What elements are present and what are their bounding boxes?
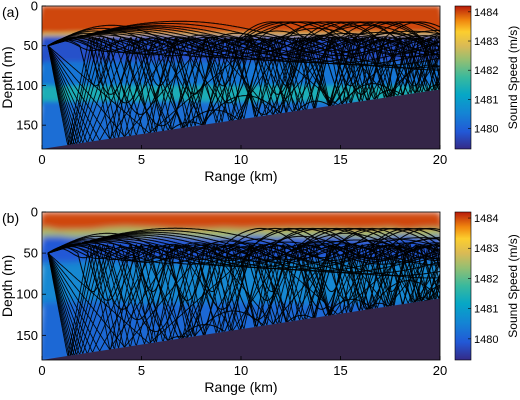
colorbar-label: Sound Speed (m/s) (506, 234, 520, 337)
sound-speed-field (42, 6, 440, 149)
ray-arch (380, 21, 440, 42)
ray (47, 238, 440, 268)
colorbar-tick-label: 1481 (474, 94, 498, 106)
colorbar-tick-label: 1482 (474, 273, 498, 285)
panel-label: (a) (2, 4, 19, 20)
y-tick-label: 150 (16, 118, 38, 133)
x-tick-label: 15 (333, 152, 347, 167)
x-tick-label: 10 (234, 152, 248, 167)
x-axis-label: Range (km) (204, 379, 277, 395)
ray-arch (336, 21, 425, 42)
ray-arch (367, 228, 440, 249)
colorbar-tick-label: 1483 (474, 243, 498, 255)
ray-arch (300, 21, 381, 42)
ray-arch (316, 228, 405, 249)
sound-speed-field (42, 212, 440, 360)
ray-arch (368, 21, 440, 42)
ray-arch (298, 228, 399, 249)
ray-paths (47, 227, 440, 357)
x-tick-label: 15 (333, 363, 347, 378)
y-axis-label: Depth (m) (0, 46, 15, 108)
x-tick-label: 20 (433, 363, 447, 378)
ray-arch (332, 227, 437, 249)
ray (47, 30, 440, 131)
colorbar-tick-label: 1481 (474, 304, 498, 316)
ray (47, 240, 440, 333)
y-tick-label: 100 (16, 287, 38, 302)
ray-arch (316, 21, 425, 42)
ray-arch (322, 21, 399, 42)
colorbar-tick-label: 1484 (474, 213, 498, 225)
sound-speed-layer (42, 212, 440, 233)
seafloor (42, 298, 440, 360)
y-tick-label: 0 (31, 205, 38, 220)
ray (47, 36, 440, 146)
y-tick-label: 50 (24, 38, 38, 53)
panel-label: (b) (2, 210, 19, 226)
ray-paths (47, 20, 440, 146)
ray (47, 243, 440, 356)
panel-b: 0 5 10 15 20 0 50 100 150 Range (km) Depth (m) (b) 1… (0, 205, 520, 396)
y-axis-label: Depth (m) (0, 255, 15, 317)
seafloor (42, 89, 440, 149)
ray-arch (296, 228, 377, 249)
ray (47, 243, 440, 356)
ray (47, 245, 440, 302)
x-tick-label: 5 (138, 363, 145, 378)
y-tick-label: 100 (16, 78, 38, 93)
ray (47, 38, 440, 87)
colorbar-tick-label: 1482 (474, 65, 498, 77)
colorbar-tick-label: 1483 (474, 36, 498, 48)
colorbar-tick-label: 1484 (474, 7, 498, 19)
x-tick-label: 0 (38, 152, 45, 167)
colorbar-tick-label: 1480 (474, 334, 498, 346)
x-tick-label: 0 (38, 363, 45, 378)
x-tick-label: 20 (433, 152, 447, 167)
y-tick-label: 50 (24, 246, 38, 261)
colorbar-tick-label: 1480 (474, 124, 498, 136)
ray (47, 36, 440, 146)
colorbar-label: Sound Speed (m/s) (506, 26, 520, 129)
ray (47, 36, 440, 145)
ray-arch (350, 228, 440, 249)
colorbar (454, 211, 472, 361)
y-tick-label: 0 (31, 0, 38, 14)
x-tick-label: 10 (234, 363, 248, 378)
ray-arch (350, 21, 440, 42)
ray-arch (220, 228, 302, 249)
ray (47, 243, 440, 357)
ray-arch (244, 21, 365, 42)
ray-arch (387, 228, 440, 249)
ray-arch (235, 21, 307, 42)
x-tick-label: 5 (138, 152, 145, 167)
x-axis-label: Range (km) (204, 168, 277, 184)
colorbar (454, 5, 472, 150)
panel-a: 0 5 10 15 20 0 50 100 150 Range (km) Depth (m) (a) 1… (0, 0, 520, 184)
ray-arch (228, 228, 321, 249)
ray-arch (276, 21, 381, 42)
y-tick-label: 150 (16, 328, 38, 343)
ray-arch (370, 228, 440, 249)
ray (47, 36, 440, 146)
ray-arch (248, 227, 353, 249)
